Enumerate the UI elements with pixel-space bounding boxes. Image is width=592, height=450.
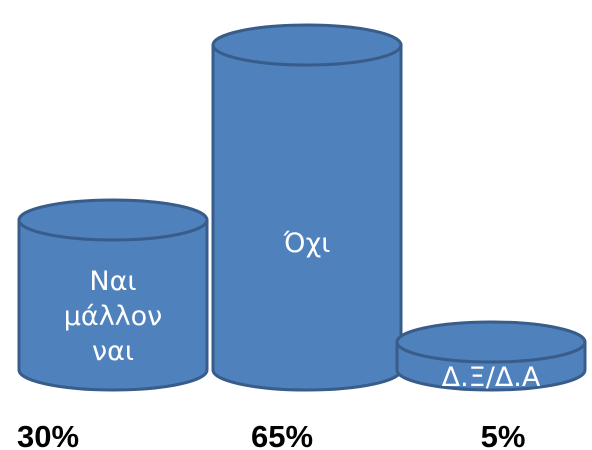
cylinder-body [17, 218, 209, 392]
cylinder-top [17, 198, 209, 242]
value-label: 30% [17, 419, 79, 450]
category-label: μάλλον [64, 301, 163, 332]
cylinder-top [211, 23, 403, 67]
category-label: ναι [92, 336, 134, 367]
cylinder-top [395, 320, 587, 364]
value-label: 5% [481, 419, 526, 450]
value-label: 65% [251, 419, 313, 450]
category-label: Όχι [283, 228, 331, 259]
cylinder-bar [395, 320, 587, 392]
cylinder-bar [211, 23, 403, 392]
category-label: Ναι [89, 266, 136, 297]
category-label: Δ.Ξ/Δ.Α [442, 362, 541, 393]
cylinder-body [211, 43, 403, 392]
cylinder-bar [17, 198, 209, 392]
